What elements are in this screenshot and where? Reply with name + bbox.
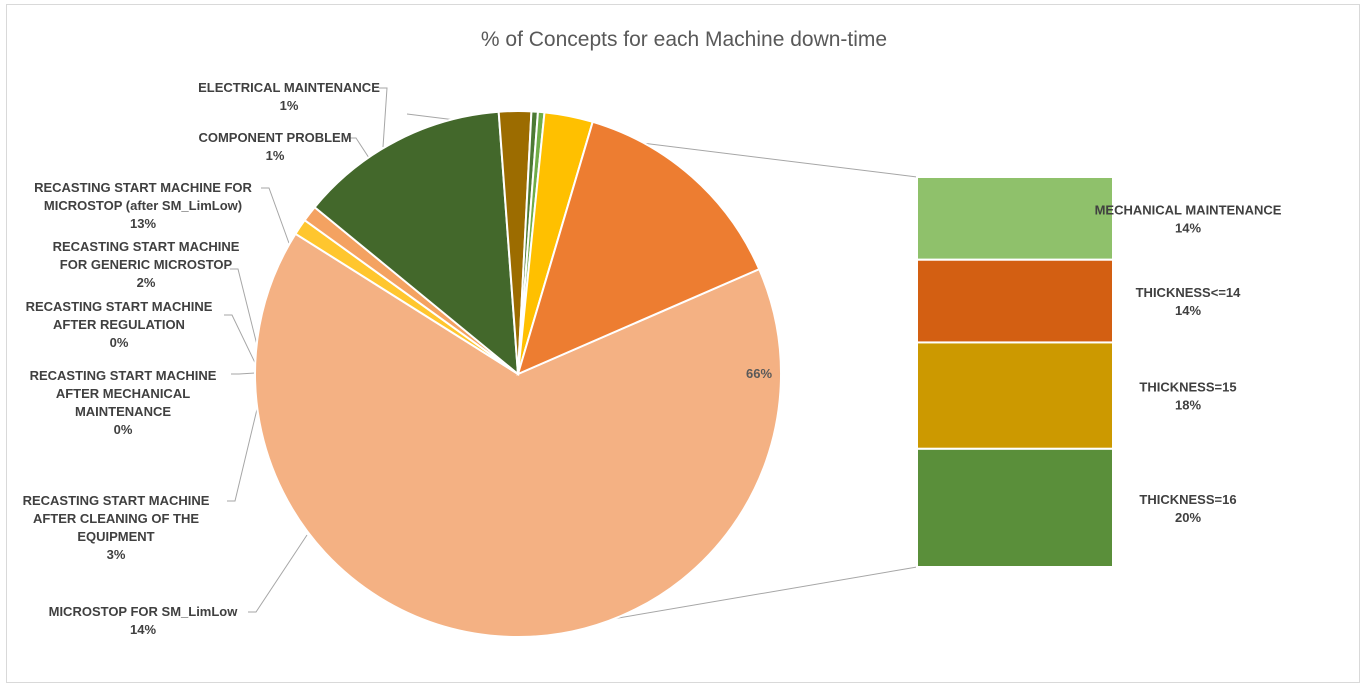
pie-label-line: 1%	[266, 148, 285, 163]
pie-label-line: 2%	[137, 275, 156, 290]
pie-label: RECASTING START MACHINE FOR MICROSTOP (af…	[34, 180, 252, 231]
pie-label-line: AFTER MECHANICAL	[56, 386, 190, 401]
pie-label-line: MICROSTOP (after SM_LimLow)	[44, 198, 242, 213]
pie-label: COMPONENT PROBLEM 1%	[198, 130, 351, 163]
pie-label: ELECTRICAL MAINTENANCE 1%	[198, 80, 380, 113]
leader-line	[248, 534, 308, 613]
bar-segment	[916, 447, 1114, 569]
pie-label-line: RECASTING START MACHINE	[23, 493, 210, 508]
pie-label: MICROSTOP FOR SM_LimLow 14%	[49, 604, 239, 637]
connector-line-bottom	[588, 566, 918, 624]
pie-label-line: MICROSTOP FOR SM_LimLow	[49, 604, 239, 619]
bar-segment-label: THICKNESS=15 18%	[1139, 380, 1236, 413]
pie-label-line: AFTER REGULATION	[53, 317, 185, 332]
pie-label: 66%	[746, 366, 772, 381]
pie-label-line: 3%	[107, 547, 126, 562]
pie-label-line: RECASTING START MACHINE FOR	[34, 180, 252, 195]
chart-area: % of Concepts for each Machine down-time…	[6, 4, 1360, 683]
bar-segment-label-line: THICKNESS<=14	[1136, 285, 1242, 300]
bar-segment-label: MECHANICAL MAINTENANCE 14%	[1095, 202, 1282, 235]
bar-of-pie-chart: % of Concepts for each Machine down-time…	[23, 28, 1282, 639]
pie-label-line: 13%	[130, 216, 156, 231]
pie-label-line: EQUIPMENT	[77, 529, 154, 544]
bar-segment	[916, 176, 1114, 261]
pie-label-line: MAINTENANCE	[75, 404, 171, 419]
pie-slice	[313, 110, 520, 377]
leader-line	[224, 314, 259, 370]
bar-segment-label-line: THICKNESS=15	[1139, 380, 1236, 395]
bar-segment	[916, 258, 1114, 344]
leader-line	[231, 372, 257, 375]
bar-segment-label-line: 18%	[1175, 398, 1201, 413]
pie-label: RECASTING START MACHINE FOR GENERIC MICRO…	[53, 239, 240, 290]
pie-label-line: RECASTING START MACHINE	[53, 239, 240, 254]
pie-label-line: FOR GENERIC MICROSTOP	[60, 257, 233, 272]
bar-segment-label-line: 20%	[1175, 510, 1201, 525]
pie-slice	[516, 120, 761, 376]
pie-label: RECASTING START MACHINE AFTER CLEANING OF…	[23, 493, 210, 562]
bar-segment-label: THICKNESS<=14 14%	[1136, 285, 1242, 318]
chart-title: % of Concepts for each Machine down-time	[481, 28, 887, 51]
pie-label-line: COMPONENT PROBLEM	[198, 130, 351, 145]
pie-label-line: RECASTING START MACHINE	[30, 368, 217, 383]
bar-segment	[916, 341, 1114, 450]
leader-line	[227, 404, 259, 502]
leader-line	[379, 87, 388, 148]
pie-label: RECASTING START MACHINE AFTER MECHANICAL M…	[30, 368, 217, 437]
bar-segment-label-line: 14%	[1175, 220, 1201, 235]
pie-label-line: 1%	[280, 98, 299, 113]
pie-label-line: RECASTING START MACHINE	[26, 299, 213, 314]
pie-label-line: 0%	[110, 335, 129, 350]
pie-slice	[254, 232, 783, 639]
bar-segment-label-line: 14%	[1175, 303, 1201, 318]
bar-segment-label-line: MECHANICAL MAINTENANCE	[1095, 202, 1282, 217]
leader-line	[261, 187, 291, 247]
pie-label-line: ELECTRICAL MAINTENANCE	[198, 80, 380, 95]
leader-line	[230, 268, 261, 358]
leader-line	[348, 137, 372, 162]
pie-label: RECASTING START MACHINE AFTER REGULATION 0…	[26, 299, 213, 350]
pie-label-line: 66%	[746, 366, 772, 381]
bar-segment-label-line: THICKNESS=16	[1139, 492, 1236, 507]
bar-segment-label: THICKNESS=16 20%	[1139, 492, 1236, 525]
pie-label-line: 14%	[130, 622, 156, 637]
pie-label-line: AFTER CLEANING OF THE	[33, 511, 199, 526]
pie-label-line: 0%	[114, 422, 133, 437]
